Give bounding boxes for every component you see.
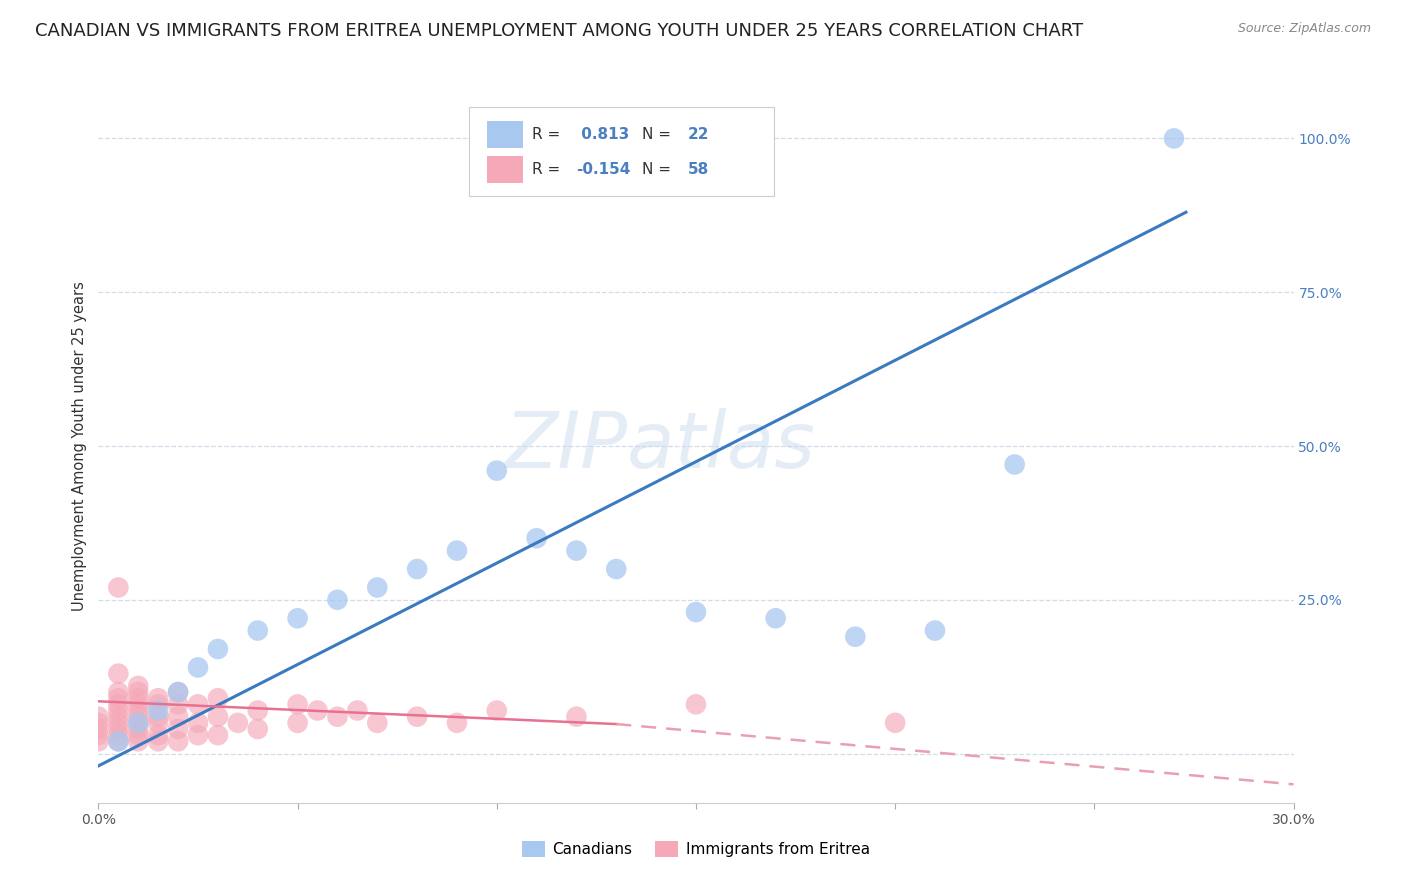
Point — [226, 715, 249, 730]
Point — [207, 709, 229, 723]
Point — [167, 685, 190, 699]
Text: -0.154: -0.154 — [576, 161, 631, 177]
Point — [765, 611, 787, 625]
Point — [87, 709, 110, 723]
Y-axis label: Unemployment Among Youth under 25 years: Unemployment Among Youth under 25 years — [72, 281, 87, 611]
Text: 58: 58 — [688, 161, 709, 177]
Point — [685, 605, 707, 619]
Point — [127, 709, 149, 723]
Point — [287, 715, 309, 730]
Point — [107, 691, 129, 706]
Text: N =: N = — [643, 128, 676, 143]
Point — [127, 722, 149, 736]
Point — [406, 709, 429, 723]
Point — [326, 709, 349, 723]
Point — [127, 685, 149, 699]
Point — [565, 709, 588, 723]
Point — [446, 715, 468, 730]
Text: ZIPatlas: ZIPatlas — [505, 408, 815, 484]
Point — [107, 666, 129, 681]
Point — [366, 715, 388, 730]
Point — [107, 704, 129, 718]
Point — [87, 728, 110, 742]
Text: R =: R = — [533, 161, 565, 177]
Point — [167, 734, 190, 748]
Point — [287, 698, 309, 712]
Point — [148, 715, 170, 730]
Point — [485, 464, 508, 478]
Text: Source: ZipAtlas.com: Source: ZipAtlas.com — [1237, 22, 1371, 36]
Point — [127, 715, 149, 730]
Point — [127, 704, 149, 718]
Point — [246, 624, 269, 638]
Point — [127, 698, 149, 712]
Point — [187, 715, 209, 730]
Point — [127, 715, 149, 730]
Point — [287, 611, 309, 625]
Point — [187, 728, 209, 742]
Point — [346, 704, 368, 718]
Point — [148, 698, 170, 712]
Text: CANADIAN VS IMMIGRANTS FROM ERITREA UNEMPLOYMENT AMONG YOUTH UNDER 25 YEARS CORR: CANADIAN VS IMMIGRANTS FROM ERITREA UNEM… — [35, 22, 1083, 40]
Point — [207, 691, 229, 706]
Text: 22: 22 — [688, 128, 709, 143]
Point — [87, 715, 110, 730]
Point — [107, 581, 129, 595]
Point — [884, 715, 907, 730]
Point — [207, 728, 229, 742]
Bar — [486, 155, 523, 183]
Point — [207, 642, 229, 657]
Point — [246, 722, 269, 736]
Point — [148, 709, 170, 723]
Point — [148, 691, 170, 706]
Point — [87, 734, 110, 748]
Point — [366, 581, 388, 595]
Point — [148, 728, 170, 742]
Point — [326, 592, 349, 607]
Point — [605, 562, 627, 576]
Point — [127, 734, 149, 748]
Point — [167, 709, 190, 723]
Point — [187, 698, 209, 712]
Point — [485, 704, 508, 718]
Point — [685, 698, 707, 712]
Point — [87, 722, 110, 736]
Point — [107, 715, 129, 730]
Point — [107, 722, 129, 736]
Bar — [486, 121, 523, 148]
Point — [187, 660, 209, 674]
Point — [127, 728, 149, 742]
Point — [307, 704, 329, 718]
Point — [167, 698, 190, 712]
Point — [148, 734, 170, 748]
Point — [127, 691, 149, 706]
Point — [924, 624, 946, 638]
Point — [565, 543, 588, 558]
Point — [1004, 458, 1026, 472]
Text: 0.813: 0.813 — [576, 128, 630, 143]
Point — [107, 685, 129, 699]
Point — [406, 562, 429, 576]
Text: R =: R = — [533, 128, 565, 143]
Point — [167, 722, 190, 736]
Point — [167, 685, 190, 699]
Point — [148, 704, 170, 718]
Point — [1163, 131, 1185, 145]
Text: N =: N = — [643, 161, 676, 177]
Point — [107, 698, 129, 712]
Point — [844, 630, 866, 644]
FancyBboxPatch shape — [470, 107, 773, 196]
Point — [107, 734, 129, 748]
Point — [446, 543, 468, 558]
Point — [107, 709, 129, 723]
Legend: Canadians, Immigrants from Eritrea: Canadians, Immigrants from Eritrea — [516, 835, 876, 863]
Point — [246, 704, 269, 718]
Point — [127, 679, 149, 693]
Point — [107, 734, 129, 748]
Point — [526, 531, 548, 545]
Point — [107, 728, 129, 742]
